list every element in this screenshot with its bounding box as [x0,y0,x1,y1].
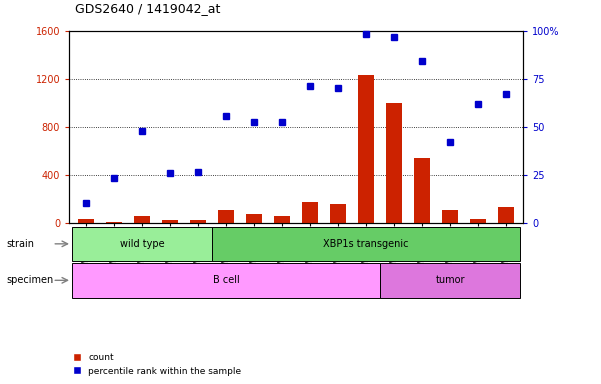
Text: wild type: wild type [120,239,164,249]
Bar [72,227,212,261]
Text: B cell: B cell [213,275,239,285]
Text: strain: strain [6,239,34,249]
Bar [78,219,94,223]
Bar [218,210,234,223]
Bar [358,75,374,223]
Legend: count, percentile rank within the sample: count, percentile rank within the sample [74,353,241,376]
Text: tumor: tumor [435,275,465,285]
Text: specimen: specimen [6,275,53,285]
Bar [386,103,403,223]
Bar [329,204,346,223]
Bar [469,218,486,223]
Text: XBP1s transgenic: XBP1s transgenic [323,239,409,249]
Bar [246,214,263,223]
Bar [380,263,520,298]
Bar [442,210,459,223]
Bar [498,207,514,223]
Bar [189,220,206,223]
Bar [413,158,430,223]
Bar [212,227,520,261]
Bar [133,215,150,223]
Bar [106,222,123,223]
Bar [162,220,178,223]
Bar [302,202,319,223]
Bar [273,215,290,223]
Text: GDS2640 / 1419042_at: GDS2640 / 1419042_at [75,2,221,15]
Bar [72,263,380,298]
